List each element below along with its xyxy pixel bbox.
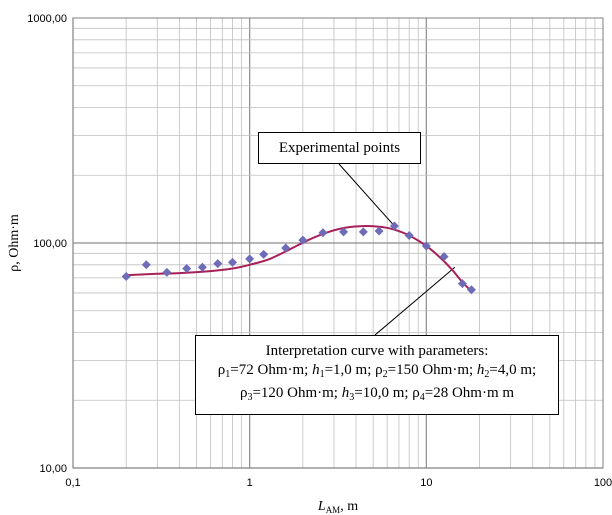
experimental-leader-line — [338, 163, 395, 227]
x-tick-label: 0,1 — [65, 477, 80, 489]
y-tick-label: 100,00 — [33, 238, 67, 250]
data-point — [298, 235, 308, 245]
interpretation-title: Interpretation curve with parameters: — [265, 343, 489, 359]
tick-labels: 0,1 1 10 100 10,00 100,00 1000,00 — [27, 13, 612, 489]
data-point — [339, 227, 349, 237]
data-point — [213, 259, 223, 269]
experimental-points — [121, 221, 476, 295]
data-point — [162, 267, 172, 277]
plot-area-border — [72, 17, 604, 469]
x-tick-label: 1 — [247, 477, 253, 489]
y-tick-label: 10,00 — [39, 463, 67, 475]
data-point — [421, 241, 431, 251]
data-point — [228, 257, 238, 267]
data-point — [466, 285, 476, 295]
data-point — [374, 226, 384, 236]
data-point — [182, 264, 192, 274]
data-point — [245, 254, 255, 264]
data-point — [281, 243, 291, 253]
x-axis-label: LAM, m — [317, 499, 358, 515]
interpretation-params-line2: ρ3=120 Ohm·m; h3=10,0 m; ρ4=28 Ohm·m m — [239, 385, 515, 403]
data-point — [389, 221, 399, 231]
callout-leaders — [338, 163, 456, 336]
data-point — [318, 228, 328, 238]
y-tick-label: 1000,00 — [27, 13, 67, 25]
data-point — [197, 262, 207, 272]
data-point — [259, 249, 269, 259]
data-point — [358, 227, 368, 237]
interpretation-leader-line — [374, 266, 456, 336]
experimental-points-callout: Experimental points — [258, 132, 421, 164]
interpretation-params-line1: ρ1=72 Ohm·m; h1=1,0 m; ρ2=150 Ohm·m; h2=… — [217, 362, 537, 380]
data-point — [439, 252, 449, 262]
data-point — [404, 230, 414, 240]
x-tick-label: 10 — [420, 477, 432, 489]
interpretation-curve-callout: Interpretation curve with parameters: ρ1… — [195, 335, 559, 415]
data-point — [121, 271, 131, 281]
experimental-points-label: Experimental points — [278, 140, 401, 156]
data-point — [457, 279, 467, 289]
y-axis-label: ρ, Ohm·m — [7, 214, 22, 272]
x-tick-label: 100 — [594, 477, 612, 489]
data-point — [141, 260, 151, 270]
interpretation-curve — [126, 224, 473, 293]
